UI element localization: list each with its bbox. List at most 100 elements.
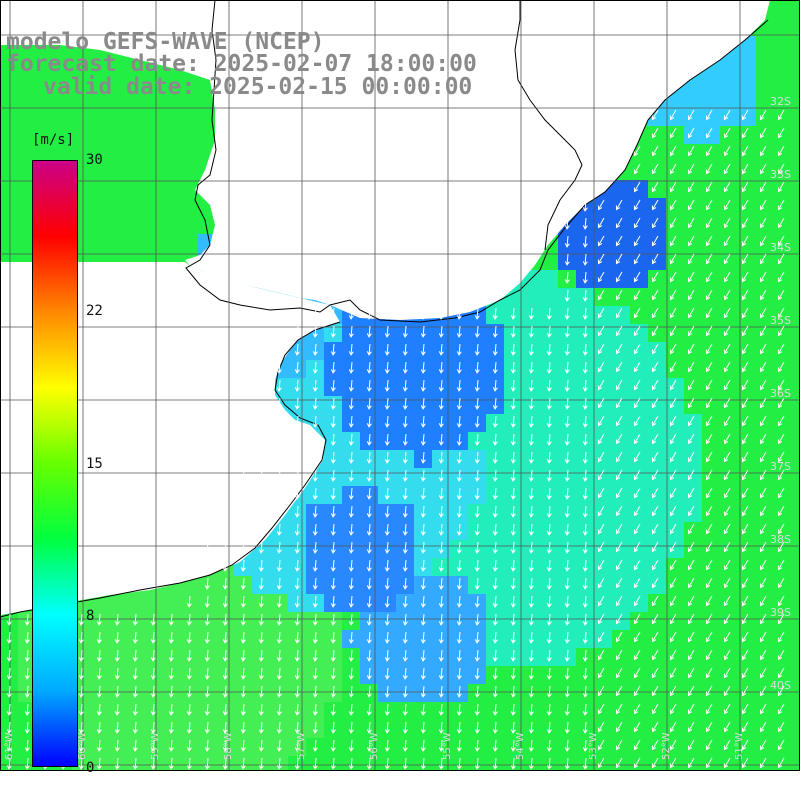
wind-arrow — [402, 631, 408, 644]
wind-arrow — [348, 559, 354, 572]
wind-arrow — [615, 631, 623, 643]
wind-arrow — [669, 217, 677, 229]
wind-arrow — [474, 361, 480, 374]
wind-arrow — [633, 379, 641, 391]
wind-arrow — [348, 541, 354, 554]
wind-arrow — [741, 289, 749, 301]
wind-arrow — [492, 685, 498, 698]
wind-arrow — [651, 145, 659, 157]
wind-arrow — [276, 541, 282, 554]
wind-speed-cell — [612, 522, 630, 540]
land-area — [0, 0, 770, 320]
wind-arrow — [687, 199, 695, 211]
wind-arrow — [528, 631, 534, 644]
wind-arrow — [597, 667, 605, 679]
wind-speed-cell — [684, 126, 702, 144]
wind-arrow — [528, 523, 534, 536]
wind-arrow — [348, 613, 354, 626]
wind-arrow — [633, 289, 641, 301]
wind-arrow — [294, 703, 300, 716]
wind-speed-cell — [90, 756, 108, 770]
wind-speed-cell — [630, 558, 648, 576]
wind-arrow — [438, 523, 444, 536]
wind-arrow — [96, 613, 102, 626]
wind-arrow — [366, 703, 372, 716]
wind-arrow — [564, 739, 570, 752]
wind-arrow — [456, 757, 462, 770]
wind-arrow — [438, 631, 444, 644]
wind-arrow — [564, 667, 570, 680]
wind-arrow — [258, 631, 264, 644]
wind-arrow — [456, 397, 462, 410]
wind-arrow — [741, 397, 749, 409]
wind-arrow — [276, 595, 282, 608]
wind-arrow — [564, 559, 570, 572]
wind-arrow — [258, 541, 264, 554]
wind-arrow — [633, 667, 641, 679]
wind-speed-cell — [648, 216, 666, 234]
wind-arrow — [633, 271, 641, 283]
wind-arrow — [705, 397, 713, 409]
wind-arrow — [294, 613, 300, 626]
longitude-label: 57°W — [296, 732, 307, 760]
wind-arrow — [564, 379, 570, 392]
wind-arrow — [633, 739, 641, 751]
wind-arrow — [240, 595, 246, 608]
wind-arrow — [510, 757, 516, 770]
wind-arrow — [741, 433, 749, 445]
wind-speed-cell — [612, 612, 630, 630]
wind-arrow — [669, 505, 677, 517]
wind-arrow — [510, 397, 516, 410]
wind-arrow — [687, 379, 695, 391]
wind-arrow — [597, 613, 605, 625]
wind-arrow — [186, 595, 192, 608]
wind-speed-cell — [666, 378, 684, 396]
wind-arrow — [312, 469, 318, 482]
wind-arrow — [150, 685, 156, 698]
wind-arrow — [510, 631, 516, 644]
wind-arrow — [687, 469, 695, 481]
wind-arrow — [24, 649, 30, 662]
wind-arrow — [528, 685, 534, 698]
wind-arrow — [294, 577, 300, 590]
wind-arrow — [294, 757, 300, 770]
wind-arrow — [651, 307, 659, 319]
wind-arrow — [651, 469, 659, 481]
wind-speed-cell — [612, 360, 630, 378]
wind-arrow — [96, 739, 102, 752]
wind-arrow — [384, 505, 390, 518]
wind-arrow — [456, 361, 462, 374]
wind-arrow — [777, 415, 785, 427]
wind-arrow — [492, 379, 498, 392]
wind-arrow — [420, 523, 426, 536]
wind-arrow — [669, 667, 677, 679]
wind-arrow — [777, 199, 785, 211]
wind-arrow — [492, 307, 498, 320]
wind-arrow — [510, 577, 516, 590]
wind-arrow — [330, 523, 336, 536]
wind-arrow — [777, 181, 785, 193]
wind-arrow — [741, 649, 749, 661]
wind-speed-cell — [648, 558, 666, 576]
wind-arrow — [456, 469, 462, 482]
wind-arrow — [723, 667, 731, 679]
wind-arrow — [741, 667, 749, 679]
wind-arrow — [669, 541, 677, 553]
wind-arrow — [687, 685, 695, 697]
wind-arrow — [669, 271, 677, 283]
wind-arrow — [276, 649, 282, 662]
wind-arrow — [633, 451, 641, 463]
wind-speed-cell — [738, 90, 756, 108]
wind-arrow — [168, 721, 174, 734]
wind-arrow — [633, 685, 641, 697]
wind-arrow — [759, 487, 767, 499]
wind-speed-cell — [666, 450, 684, 468]
wind-arrow — [633, 235, 641, 247]
wind-arrow — [633, 199, 641, 211]
wind-arrow — [456, 433, 462, 446]
wind-arrow — [528, 361, 534, 374]
wind-arrow — [420, 649, 426, 662]
wind-speed-cell — [540, 288, 558, 306]
wind-arrow — [633, 757, 641, 769]
wind-arrow — [456, 523, 462, 536]
